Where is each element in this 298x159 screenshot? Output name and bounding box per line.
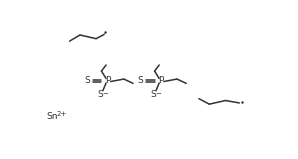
Text: Sn: Sn — [46, 112, 58, 121]
Text: S: S — [84, 76, 90, 85]
Text: −: − — [155, 91, 161, 97]
Text: 2+: 2+ — [57, 111, 67, 117]
Text: P: P — [105, 76, 110, 85]
Text: S: S — [97, 90, 103, 100]
Text: S: S — [150, 90, 156, 100]
Text: −: − — [102, 91, 108, 97]
Text: P: P — [158, 76, 164, 85]
Text: S: S — [137, 76, 143, 85]
